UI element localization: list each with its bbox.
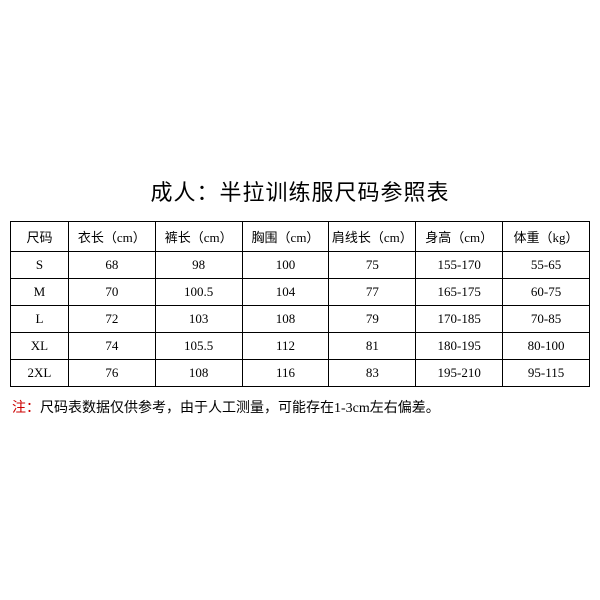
cell-size: L [11,306,69,333]
cell-value: 100 [242,252,329,279]
cell-value: 80-100 [503,333,590,360]
cell-value: 83 [329,360,416,387]
note-label: 注： [12,401,40,416]
cell-value: 60-75 [503,279,590,306]
table-row: L 72 103 108 79 170-185 70-85 [11,306,590,333]
cell-value: 68 [68,252,155,279]
chart-title: 成人：半拉训练服尺码参照表 [10,175,590,207]
table-row: S 68 98 100 75 155-170 55-65 [11,252,590,279]
header-height: 身高（cm） [416,222,503,252]
header-weight: 体重（kg） [503,222,590,252]
cell-value: 77 [329,279,416,306]
footnote: 注：尺码表数据仅供参考，由于人工测量，可能存在1-3cm左右偏差。 [10,397,590,417]
cell-value: 170-185 [416,306,503,333]
cell-value: 76 [68,360,155,387]
cell-value: 74 [68,333,155,360]
header-shoulder: 肩线长（cm） [329,222,416,252]
cell-size: XL [11,333,69,360]
cell-value: 195-210 [416,360,503,387]
cell-value: 81 [329,333,416,360]
header-garment-length: 衣长（cm） [68,222,155,252]
table-header-row: 尺码 衣长（cm） 裤长（cm） 胸围（cm） 肩线长（cm） 身高（cm） 体… [11,222,590,252]
cell-value: 108 [155,360,242,387]
cell-value: 165-175 [416,279,503,306]
cell-value: 105.5 [155,333,242,360]
cell-value: 79 [329,306,416,333]
cell-value: 112 [242,333,329,360]
cell-value: 180-195 [416,333,503,360]
cell-size: 2XL [11,360,69,387]
size-table: 尺码 衣长（cm） 裤长（cm） 胸围（cm） 肩线长（cm） 身高（cm） 体… [10,221,590,387]
cell-value: 75 [329,252,416,279]
table-row: 2XL 76 108 116 83 195-210 95-115 [11,360,590,387]
table-row: M 70 100.5 104 77 165-175 60-75 [11,279,590,306]
header-pants-length: 裤长（cm） [155,222,242,252]
cell-value: 70-85 [503,306,590,333]
cell-value: 55-65 [503,252,590,279]
cell-size: M [11,279,69,306]
cell-value: 103 [155,306,242,333]
cell-value: 70 [68,279,155,306]
cell-value: 104 [242,279,329,306]
cell-size: S [11,252,69,279]
size-chart-container: 成人：半拉训练服尺码参照表 尺码 衣长（cm） 裤长（cm） 胸围（cm） 肩线… [10,175,590,417]
note-text: 尺码表数据仅供参考，由于人工测量，可能存在1-3cm左右偏差。 [40,401,440,416]
cell-value: 108 [242,306,329,333]
cell-value: 116 [242,360,329,387]
cell-value: 155-170 [416,252,503,279]
cell-value: 95-115 [503,360,590,387]
header-size: 尺码 [11,222,69,252]
cell-value: 100.5 [155,279,242,306]
cell-value: 72 [68,306,155,333]
table-row: XL 74 105.5 112 81 180-195 80-100 [11,333,590,360]
cell-value: 98 [155,252,242,279]
header-chest: 胸围（cm） [242,222,329,252]
